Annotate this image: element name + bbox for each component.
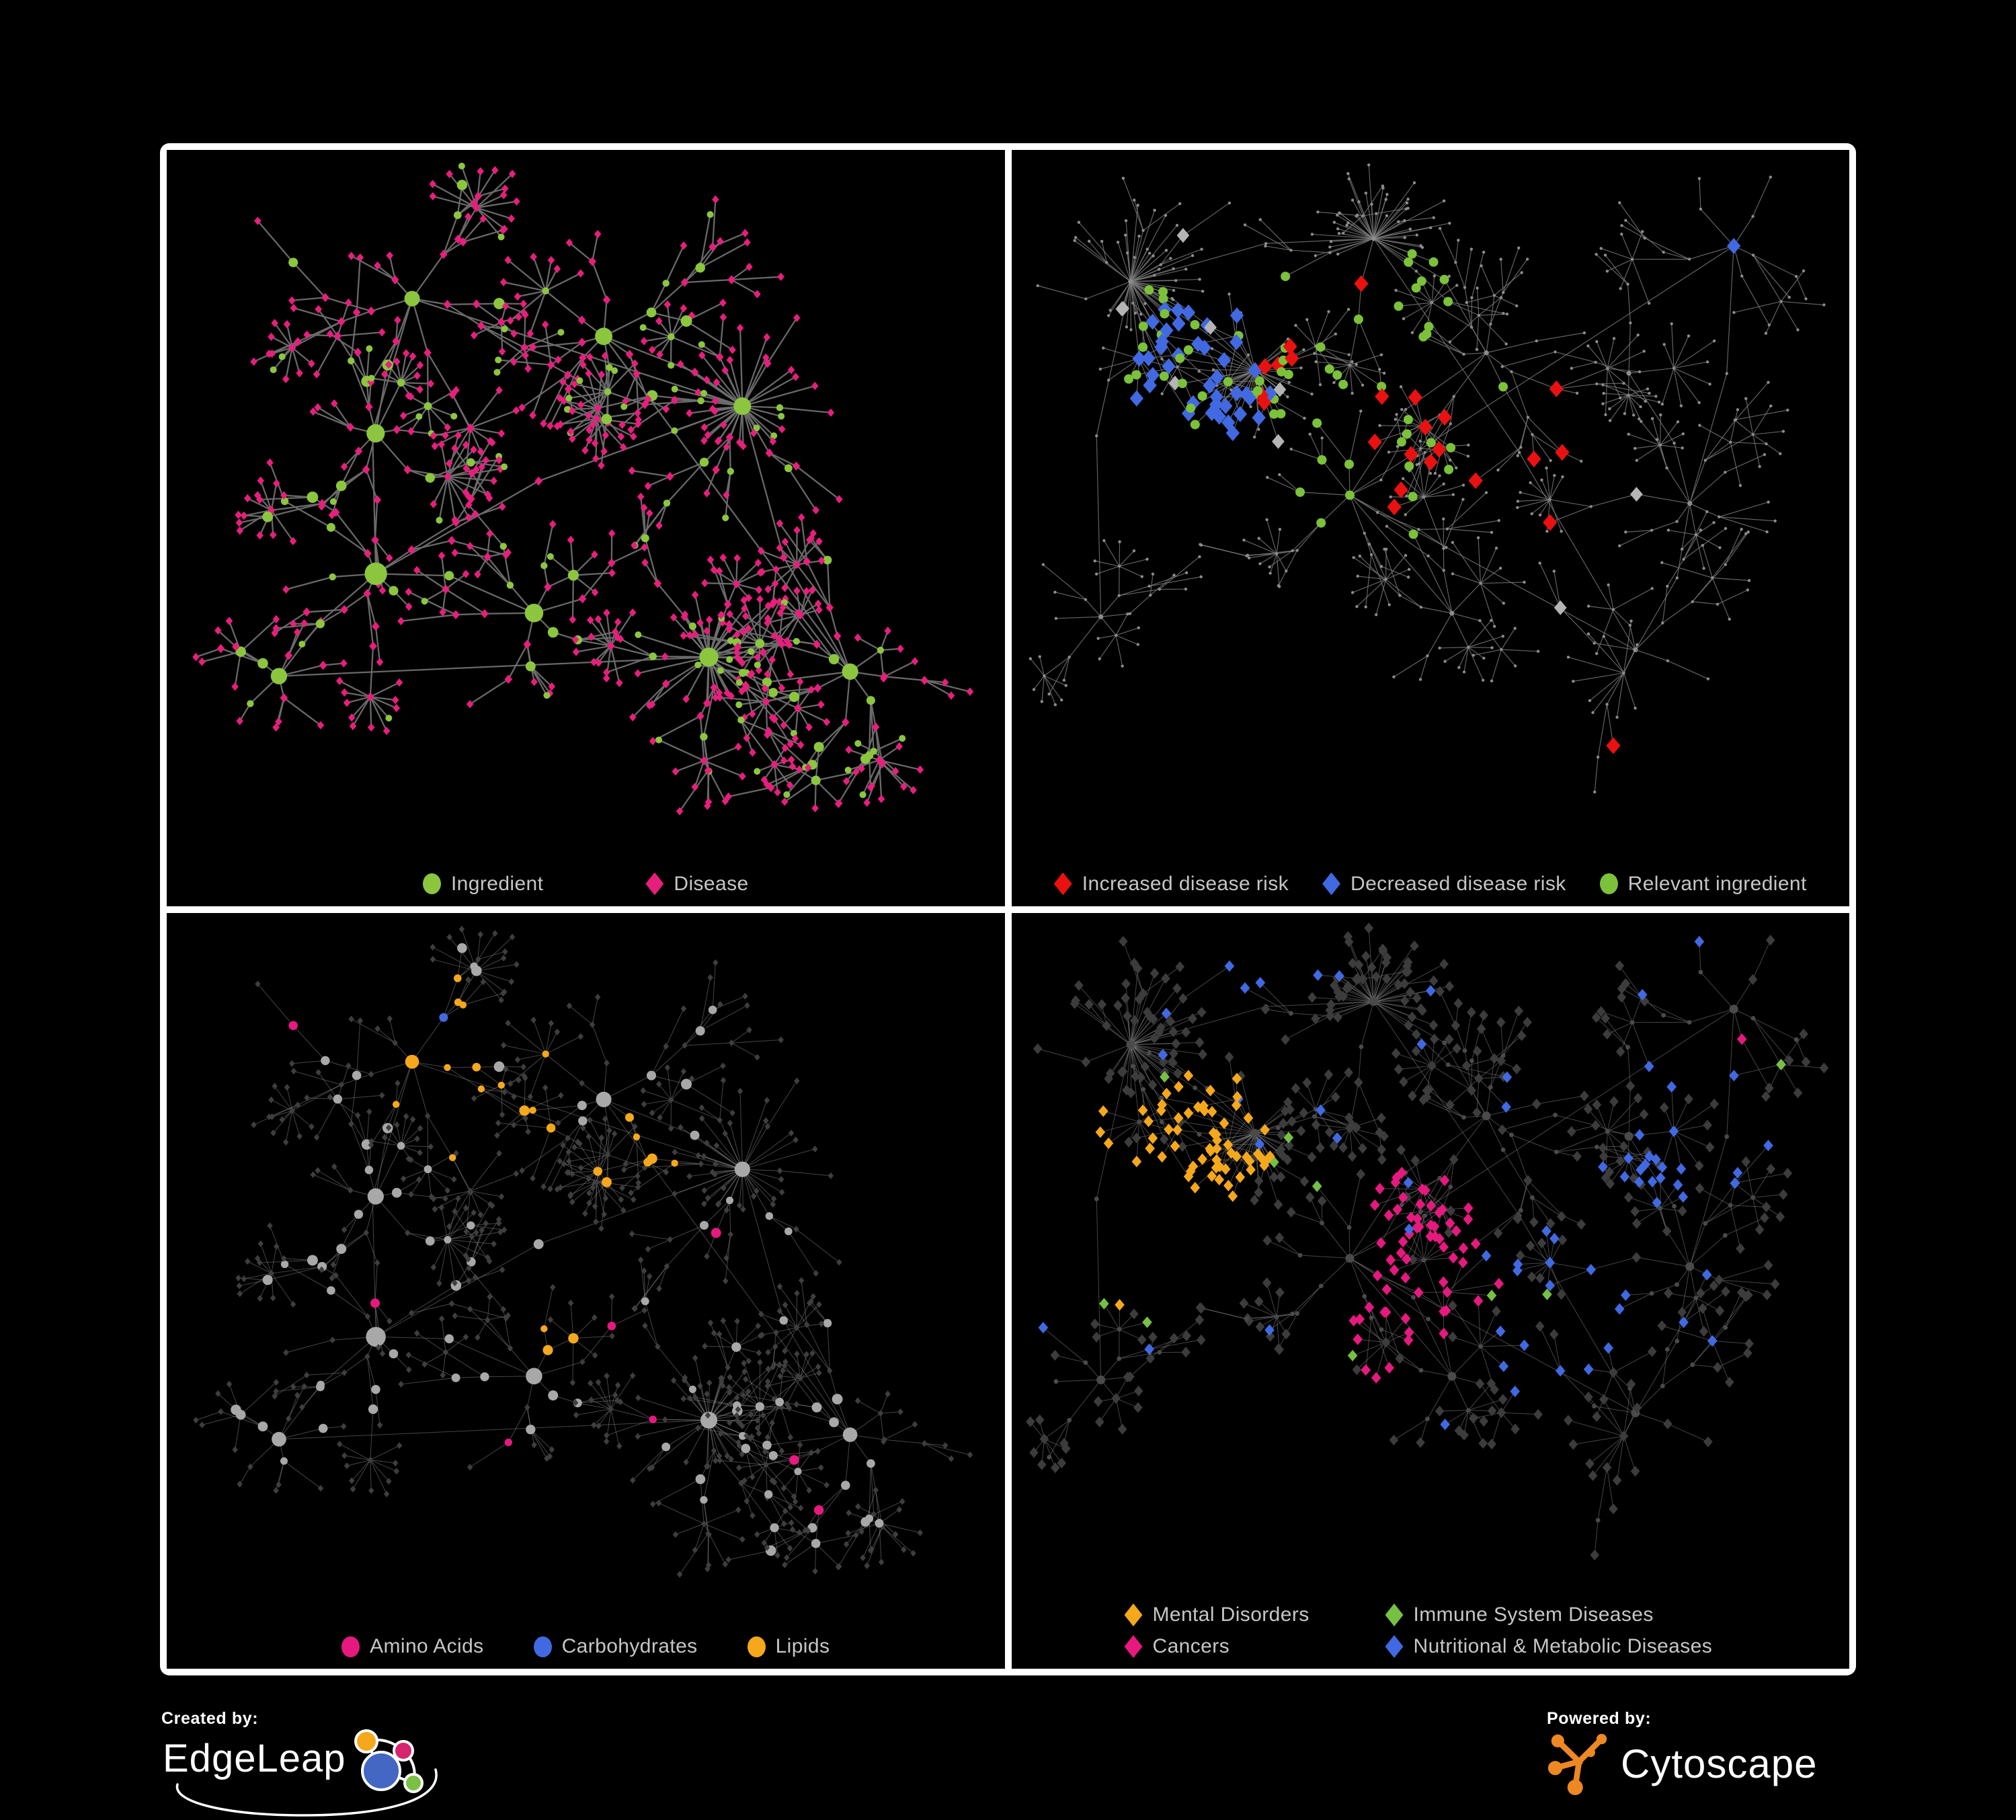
circle-marker-icon — [341, 1636, 360, 1657]
network-ingredient-disease — [192, 163, 974, 816]
created-by-label: Created by: — [161, 1709, 259, 1728]
powered-by-label: Powered by: — [1547, 1709, 1652, 1728]
panel-disease-classes: Mental Disorders Immune System Diseases Ca… — [1011, 912, 1850, 1669]
edgeleap-logo-icon — [175, 1729, 438, 1817]
diamond-marker-icon — [1385, 1604, 1404, 1626]
cytoscape-brand-row: Cytoscape — [1547, 1731, 1856, 1796]
panel-ingredient-classes: Amino Acids Carbohydrates Lipids — [167, 912, 1005, 1669]
diamond-marker-icon — [1385, 1635, 1404, 1658]
legend-label: Cancers — [1152, 1635, 1230, 1657]
diamond-marker-icon — [1053, 872, 1072, 896]
legend-row: Amino Acids Carbohydrates Lipids — [167, 1635, 1005, 1658]
legend-label: Mental Disorders — [1152, 1604, 1309, 1626]
legend-item-carbohydrates: Carbohydrates — [533, 1635, 698, 1658]
legend-label: Nutritional & Metabolic Diseases — [1413, 1635, 1713, 1657]
legend-item-nutritional-metabolic-diseases: Nutritional & Metabolic Diseases — [1385, 1635, 1713, 1658]
network-disease-risk — [1029, 163, 1826, 794]
legend-disease-risk: Increased disease risk Decreased disease … — [1012, 872, 1850, 896]
legend-item-decreased-disease-risk: Decreased disease risk — [1322, 872, 1566, 896]
legend-item-lipids: Lipids — [747, 1635, 830, 1658]
cytoscape-wordmark: Cytoscape — [1621, 1741, 1818, 1786]
legend-ingredient-disease: Ingredient Disease — [167, 872, 1005, 896]
legend-item-ingredient: Ingredient — [422, 872, 544, 896]
legend-label: Amino Acids — [370, 1635, 484, 1657]
legend-label: Disease — [674, 872, 749, 895]
legend-row: Increased disease risk Decreased disease … — [1012, 872, 1850, 896]
legend-label: Ingredient — [450, 872, 544, 895]
legend-label: Immune System Diseases — [1413, 1604, 1654, 1626]
network-disease-classes — [1025, 922, 1828, 1560]
legend-item-mental-disorders: Mental Disorders — [1124, 1604, 1385, 1626]
panel-ingredient-disease: Ingredient Disease — [167, 150, 1005, 906]
circle-marker-icon — [1599, 873, 1618, 894]
cytoscape-credit: Powered by: Cytoscape — [1547, 1709, 1856, 1817]
legend-label: Decreased disease risk — [1350, 872, 1566, 895]
diamond-marker-icon — [1322, 872, 1341, 896]
edgeleap-credit: Created by: EdgeLeap — [161, 1709, 457, 1817]
panel-grid: Ingredient Disease Increased disease risk… — [160, 143, 1856, 1675]
network-ingredient-classes — [193, 925, 973, 1578]
circle-marker-icon — [533, 1636, 552, 1657]
diamond-marker-icon — [1124, 1635, 1143, 1658]
legend-label: Lipids — [775, 1635, 830, 1657]
circle-marker-icon — [747, 1636, 766, 1657]
legend-row: Cancers Nutritional & Metabolic Diseases — [1012, 1635, 1850, 1658]
edgeleap-wordmark: EdgeLeap — [163, 1737, 346, 1780]
legend-row: Ingredient Disease — [167, 872, 1005, 896]
legend-row: Mental Disorders Immune System Diseases — [1012, 1604, 1850, 1626]
legend-item-cancers: Cancers — [1124, 1635, 1385, 1658]
legend-item-disease: Disease — [645, 872, 749, 896]
legend-ingredient-classes: Amino Acids Carbohydrates Lipids — [167, 1635, 1005, 1658]
legend-item-relevant-ingredient: Relevant ingredient — [1599, 872, 1807, 896]
diamond-marker-icon — [1124, 1604, 1143, 1626]
panel-disease-risk: Increased disease risk Decreased disease … — [1011, 150, 1850, 906]
legend-disease-classes: Mental Disorders Immune System Diseases Ca… — [1012, 1604, 1850, 1658]
legend-label: Relevant ingredient — [1627, 872, 1807, 895]
legend-item-amino-acids: Amino Acids — [341, 1635, 483, 1658]
cytoscape-logo-icon — [1547, 1733, 1607, 1796]
legend-label: Increased disease risk — [1082, 872, 1289, 895]
legend-label: Carbohydrates — [561, 1635, 698, 1657]
legend-item-immune-system-diseases: Immune System Diseases — [1385, 1604, 1654, 1626]
legend-item-increased-disease-risk: Increased disease risk — [1053, 872, 1289, 896]
diamond-marker-icon — [645, 872, 664, 896]
circle-marker-icon — [422, 873, 441, 894]
